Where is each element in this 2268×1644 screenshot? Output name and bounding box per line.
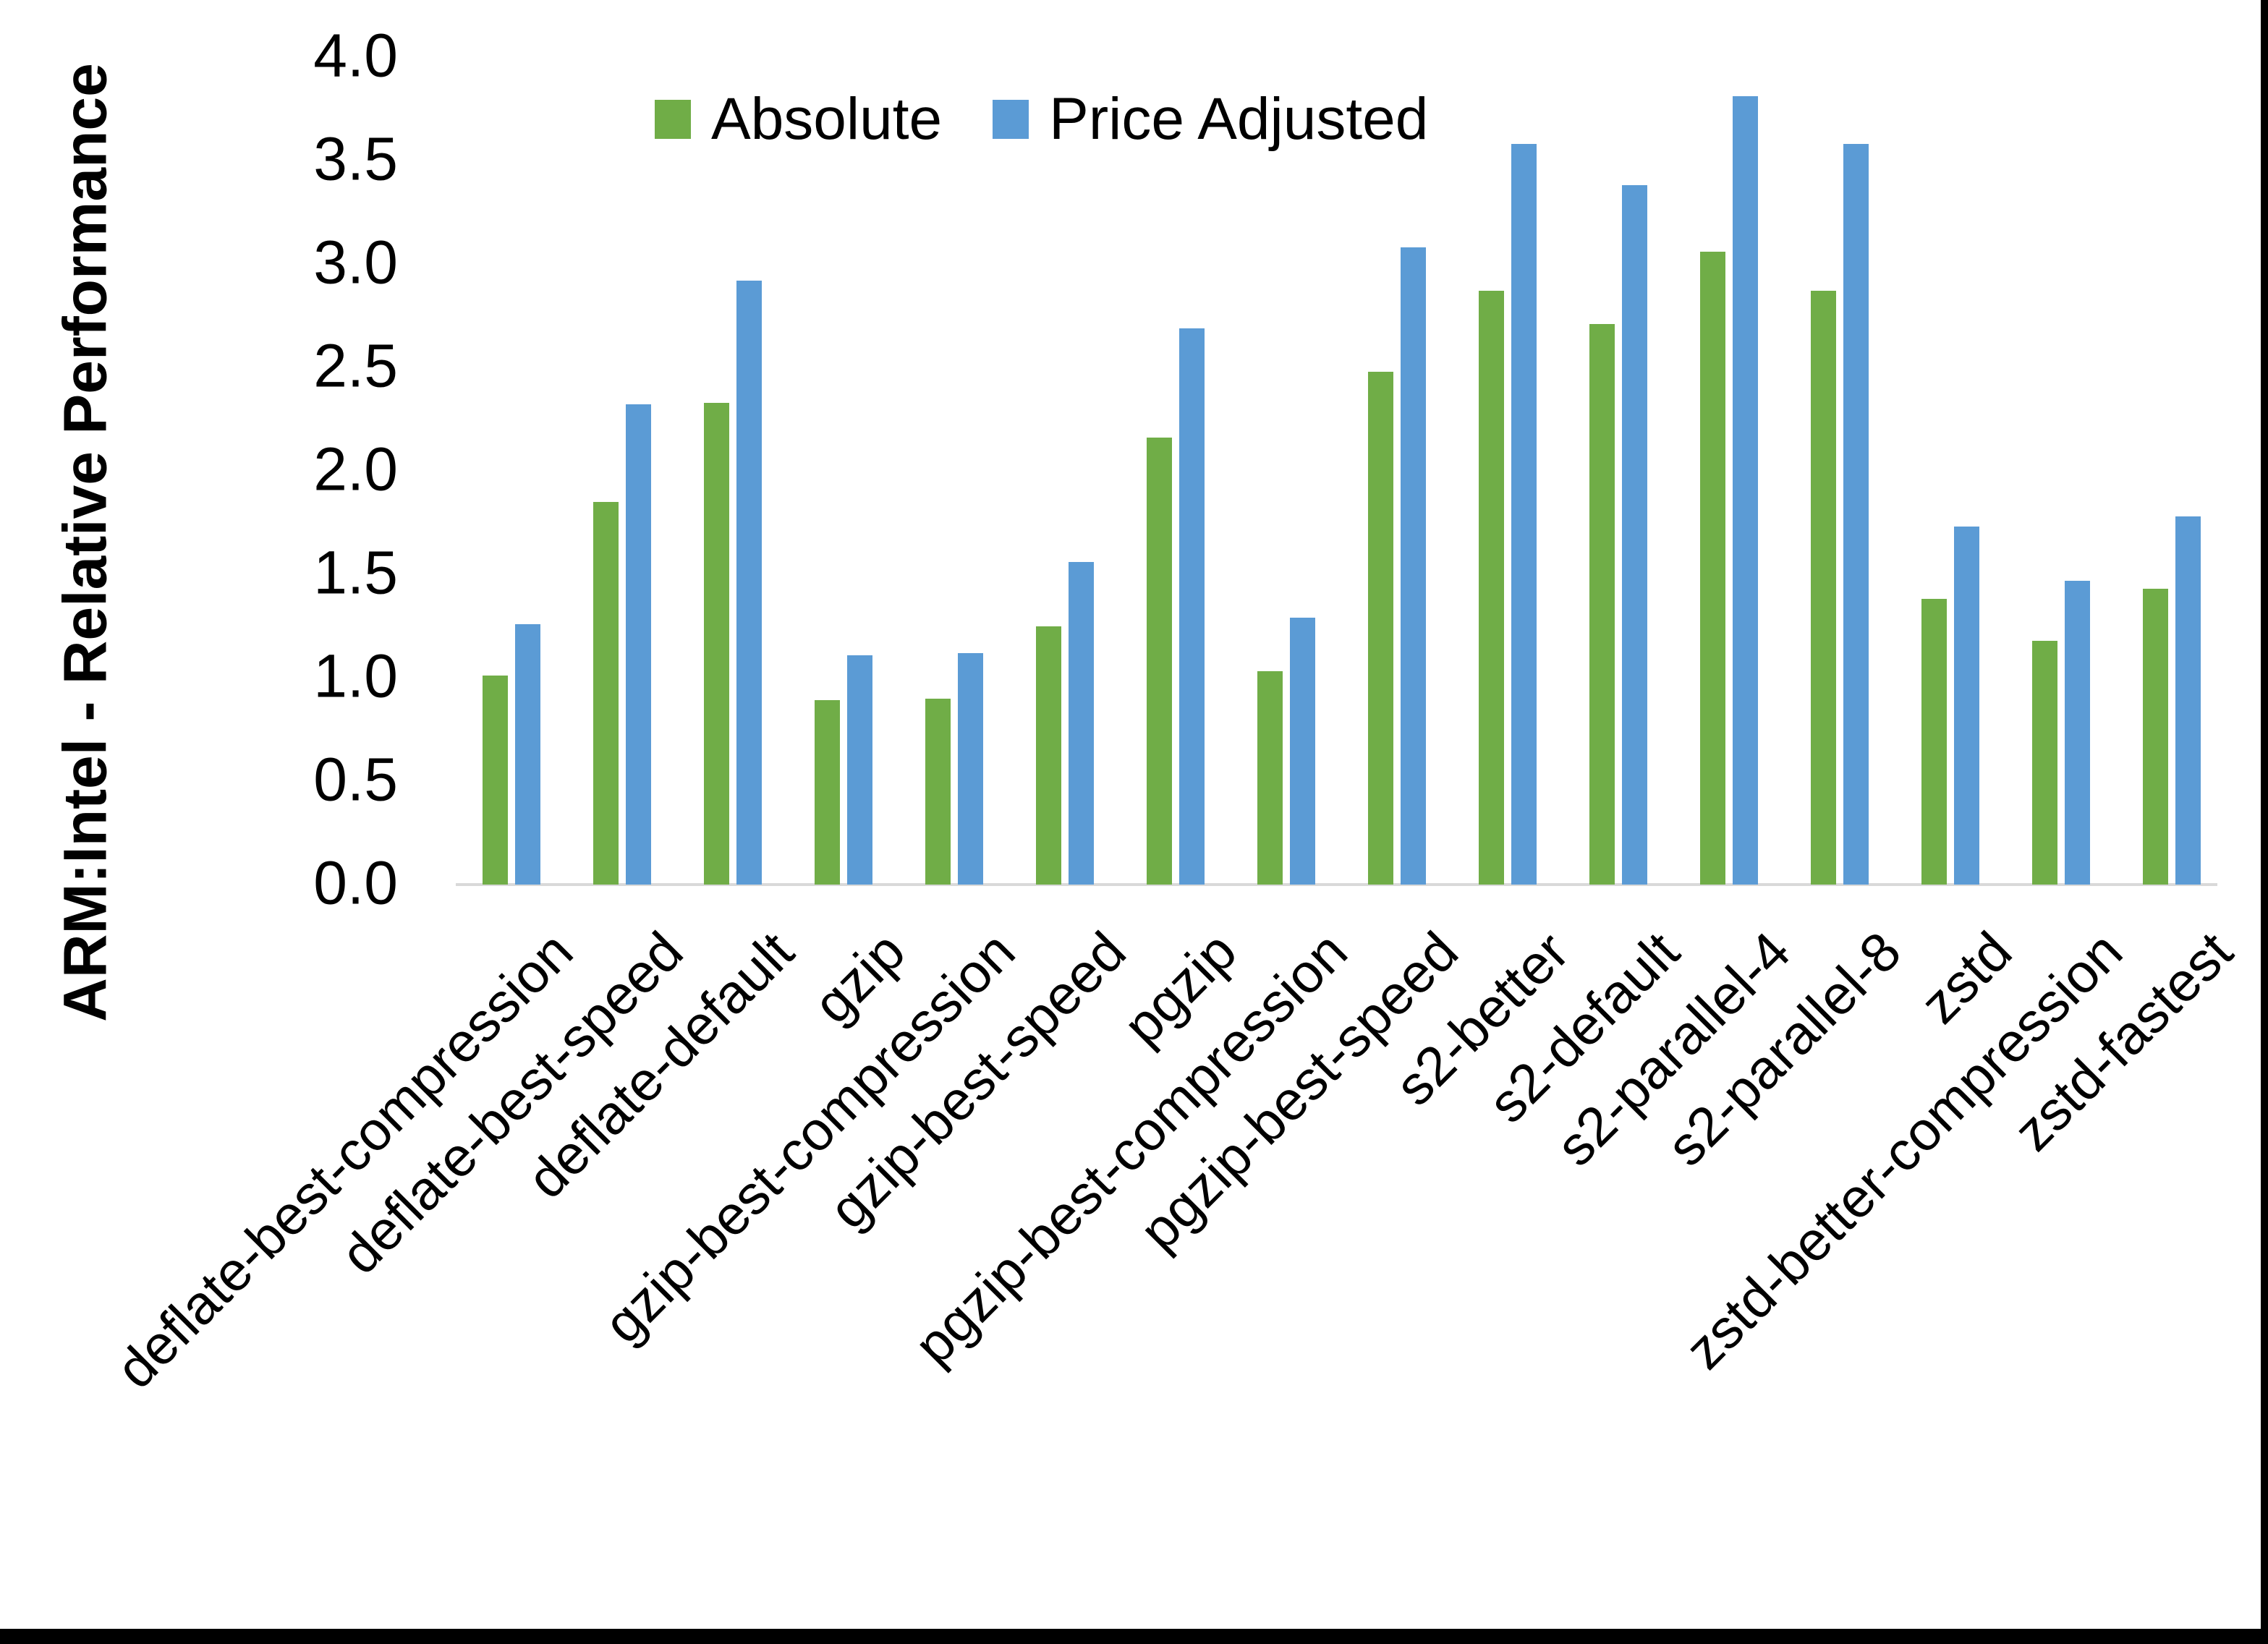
legend-swatch-absolute (655, 100, 691, 139)
y-tick-label-0.0: 0.0 (313, 848, 398, 917)
y-tick-label-2.0: 2.0 (313, 435, 398, 503)
y-tick-label-3.5: 3.5 (313, 124, 398, 193)
bar-price-adjusted-zstd (1954, 527, 1979, 885)
bar-price-adjusted-s2-better (1511, 144, 1537, 885)
bar-price-adjusted-gzip-best-compression (958, 652, 983, 885)
y-tick-label-1.5: 1.5 (313, 538, 398, 607)
bar-price-adjusted-s2-parallel-4 (1733, 96, 1758, 885)
legend-label-absolute: Absolute (711, 86, 943, 152)
bar-price-adjusted-gzip-best-speed (1069, 561, 1094, 885)
y-axis-title: ARM:Intel - Relative Performance (51, 63, 119, 1022)
legend-item-price-adjusted: Price Adjusted (993, 85, 1428, 153)
bar-absolute-pgzip (1147, 438, 1172, 885)
bar-price-adjusted-deflate-best-compression (515, 623, 540, 885)
bar-absolute-zstd-fastest (2143, 589, 2168, 885)
bar-absolute-deflate-default (704, 402, 729, 885)
bar-absolute-s2-default (1589, 323, 1615, 885)
bar-absolute-deflate-best-compression (483, 676, 508, 885)
bar-absolute-pgzip-best-compression (1257, 671, 1283, 885)
bar-price-adjusted-pgzip-best-compression (1290, 618, 1315, 885)
bar-absolute-s2-parallel-8 (1811, 291, 1836, 885)
bar-absolute-s2-better (1479, 291, 1504, 885)
bar-absolute-zstd-better-compression (2032, 640, 2057, 885)
screenshot-border-right (2261, 0, 2268, 1644)
bar-absolute-s2-parallel-4 (1700, 251, 1725, 885)
bar-price-adjusted-deflate-default (736, 280, 762, 885)
screenshot-border-bottom (0, 1629, 2268, 1644)
chart-legend: Absolute Price Adjusted (655, 85, 1479, 153)
bar-absolute-pgzip-best-speed (1368, 371, 1393, 885)
bar-price-adjusted-zstd-better-compression (2065, 580, 2090, 885)
bar-absolute-gzip-best-speed (1036, 626, 1061, 885)
bar-absolute-gzip (815, 700, 840, 885)
legend-swatch-price-adjusted (993, 100, 1029, 139)
bar-absolute-zstd (1921, 599, 1947, 885)
legend-item-absolute: Absolute (655, 85, 942, 153)
bar-price-adjusted-zstd-fastest (2175, 516, 2201, 885)
x-label-deflate-best-compression: deflate-best-compression (104, 920, 585, 1401)
x-axis-line (456, 883, 2217, 886)
y-tick-label-2.5: 2.5 (313, 331, 398, 400)
y-tick-label-4.0: 4.0 (313, 21, 398, 90)
bar-price-adjusted-pgzip-best-speed (1401, 247, 1426, 885)
y-tick-label-3.0: 3.0 (313, 228, 398, 297)
bar-price-adjusted-s2-default (1622, 185, 1647, 885)
bar-price-adjusted-s2-parallel-8 (1843, 144, 1869, 885)
bar-absolute-deflate-best-speed (593, 501, 619, 885)
y-tick-label-1.0: 1.0 (313, 642, 398, 710)
legend-label-price-adjusted: Price Adjusted (1049, 86, 1429, 152)
bar-price-adjusted-deflate-best-speed (626, 404, 651, 885)
bar-price-adjusted-pgzip (1179, 328, 1205, 885)
bar-price-adjusted-gzip (847, 655, 872, 885)
y-tick-label-0.5: 0.5 (313, 745, 398, 814)
bar-absolute-gzip-best-compression (925, 698, 951, 885)
